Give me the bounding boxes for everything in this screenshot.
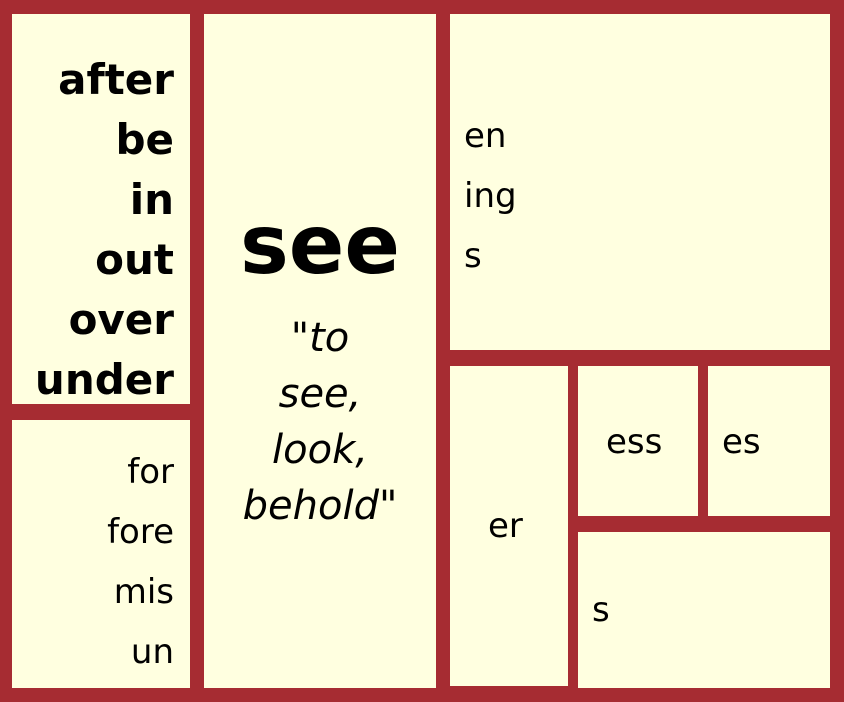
- bold-prefix-list: after be in out over under: [12, 50, 174, 410]
- prefix-fore: fore: [107, 512, 174, 552]
- ess-cell: ess: [578, 366, 698, 516]
- suffix-s-box: s: [592, 590, 610, 630]
- prefix-un: un: [130, 632, 174, 672]
- suffix-list: en ing s: [464, 106, 830, 286]
- suffix-s: s: [464, 236, 482, 276]
- prefix-be: be: [115, 115, 174, 164]
- suffix-ess: ess: [606, 422, 663, 462]
- gloss-line: look,: [272, 427, 368, 473]
- gloss-line: see,: [278, 371, 362, 417]
- prefix-in: in: [129, 175, 174, 224]
- es-cell: es: [708, 366, 830, 516]
- prefix-over: over: [68, 295, 174, 344]
- prefix-bold-cell: after be in out over under: [12, 14, 190, 404]
- suffix-en: en: [464, 116, 507, 156]
- root-gloss: "to see, look, behold": [204, 310, 436, 534]
- prefix-plain-cell: for fore mis un: [12, 420, 190, 688]
- suffix-top-cell: en ing s: [450, 14, 830, 350]
- prefix-mis: mis: [113, 572, 174, 612]
- prefix-after: after: [58, 55, 174, 104]
- er-cell: er: [450, 366, 568, 686]
- suffix-er: er: [488, 506, 523, 546]
- root-word: see: [239, 198, 401, 293]
- suffix-es: es: [722, 422, 761, 462]
- root-cell: see "to see, look, behold": [204, 14, 436, 688]
- gloss-line: "to: [290, 315, 350, 361]
- prefix-for: for: [127, 452, 174, 492]
- gloss-line: behold": [242, 483, 398, 529]
- s-cell: s: [578, 532, 830, 688]
- suffix-ing: ing: [464, 176, 517, 216]
- plain-prefix-list: for fore mis un: [12, 442, 174, 682]
- prefix-out: out: [95, 235, 174, 284]
- prefix-under: under: [34, 355, 174, 404]
